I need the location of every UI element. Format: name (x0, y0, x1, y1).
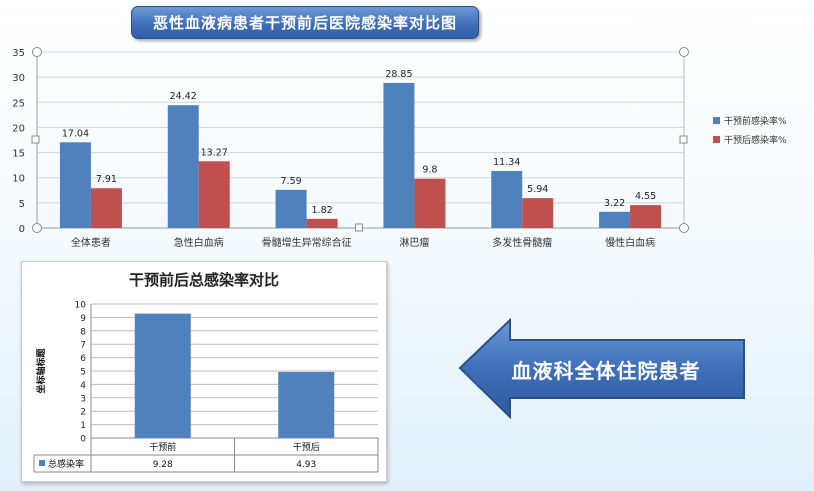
resize-handle (32, 223, 42, 233)
legend-label: 干预前感染率% (724, 115, 787, 127)
legend-swatch (39, 460, 45, 466)
total-chart-title: 干预前后总感染率对比 (128, 271, 279, 289)
y-tick-label: 20 (12, 123, 25, 134)
bar (59, 142, 91, 228)
data-label: 3.22 (604, 198, 625, 209)
data-label: 4.55 (635, 191, 656, 202)
x-tick-label: 骨髓增生异常综合征 (262, 236, 352, 249)
infection-rate-chart: 0 5 10 15 20 25 30 35 17.04 7.91 全体患者 24.42 13.27 急性白… (12, 6, 787, 249)
data-label: 7.91 (96, 174, 117, 185)
y-tick-label: 10 (75, 301, 87, 311)
bar (278, 371, 335, 438)
y-tick-label: 5 (19, 199, 25, 210)
bar (306, 218, 338, 228)
x-tick-label: 干预后 (293, 442, 320, 453)
bar (414, 178, 446, 228)
bar (599, 211, 631, 228)
legend-label: 总感染率 (48, 458, 84, 470)
y-tick-label: 4 (80, 381, 86, 391)
y-tick-label: 8 (80, 327, 86, 337)
infection-rate-chart-svg: 0 5 10 15 20 25 30 35 17.04 7.91 全体患者 24.42 13.27 急性白… (12, 47, 787, 249)
y-axis-title: 坐标轴标题 (35, 348, 47, 394)
y-tick-label: 25 (12, 98, 25, 109)
data-label: 5.94 (527, 184, 548, 195)
callout-label: 血液科全体住院患者 (511, 358, 701, 383)
y-tick-label: 7 (80, 341, 86, 351)
total-infection-chart: 干预前后总感染率对比 0 1 2 3 4 5 6 7 8 9 10 坐标轴标题总感染率 干预前 9.28 干… (21, 261, 387, 482)
y-tick-label: 9 (80, 314, 86, 324)
left-arrow-callout (458, 318, 745, 419)
data-label: 11.34 (493, 157, 520, 168)
resize-handle (679, 223, 689, 233)
resize-handle (679, 47, 689, 57)
data-label: 9.8 (422, 165, 437, 176)
x-tick-label: 急性白血病 (174, 236, 224, 249)
resize-handle (679, 135, 688, 144)
y-tick-label: 0 (19, 224, 25, 235)
legend-swatch (713, 117, 720, 124)
data-label: 7.59 (281, 176, 302, 187)
y-tick-label: 0 (80, 435, 86, 445)
resize-handle (31, 135, 40, 144)
bar (383, 82, 415, 228)
bar (134, 313, 191, 438)
data-table-value: 4.93 (296, 460, 316, 470)
bar (90, 188, 122, 228)
resize-handle (32, 47, 42, 57)
resize-handle (355, 223, 363, 232)
data-label: 1.82 (312, 205, 333, 216)
y-tick-label: 10 (12, 174, 25, 185)
y-tick-label: 15 (12, 149, 25, 160)
x-tick-label: 多发性骨髓瘤 (492, 236, 552, 249)
data-label: 28.85 (385, 69, 412, 80)
y-tick-label: 3 (80, 394, 86, 404)
chart-title: 恶性血液病患者干预前后医院感染率对比图 (131, 6, 479, 39)
x-tick-label: 干预前 (149, 441, 176, 453)
bar (167, 105, 199, 228)
y-tick-label: 30 (12, 73, 25, 84)
y-tick-label: 2 (80, 408, 86, 418)
data-label: 13.27 (201, 147, 228, 158)
data-label: 17.04 (62, 128, 89, 139)
legend-swatch (713, 136, 720, 143)
bar (491, 170, 523, 228)
x-tick-label: 全体患者 (71, 236, 111, 249)
bar (198, 161, 230, 228)
x-tick-label: 慢性白血病 (605, 236, 655, 249)
legend-label: 干预后感染率% (724, 134, 787, 146)
bar (630, 205, 662, 228)
x-tick-label: 淋巴瘤 (399, 236, 429, 249)
data-table-value: 9.28 (153, 460, 173, 470)
y-tick-label: 1 (80, 421, 86, 431)
y-tick-label: 5 (80, 368, 86, 378)
y-tick-label: 35 (12, 48, 25, 59)
bar (522, 198, 554, 228)
y-tick-label: 6 (80, 354, 86, 364)
bar (275, 189, 307, 228)
data-label: 24.42 (170, 91, 197, 102)
